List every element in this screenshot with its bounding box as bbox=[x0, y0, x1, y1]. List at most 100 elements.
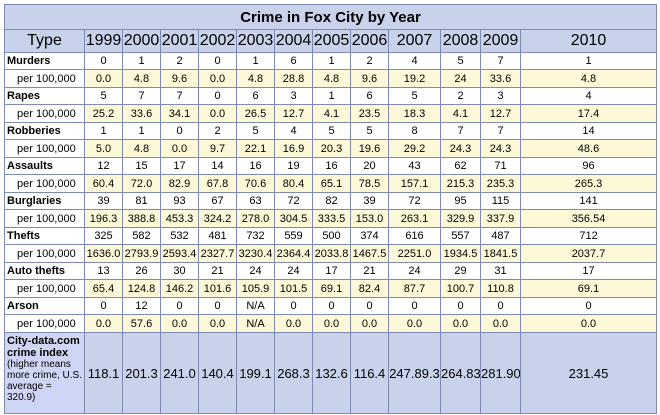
crime-count-row: Assaults 12 15 17 14 16 19 16 20 43 62 71 96 bbox=[4, 157, 658, 175]
rate-cell: 0.0 bbox=[84, 69, 123, 88]
crime-index-value: 116.4 bbox=[350, 332, 389, 414]
rate-label: per 100,000 bbox=[4, 69, 85, 88]
rate-cell: 2593.4 bbox=[160, 244, 199, 263]
count-cell: 616 bbox=[388, 227, 441, 245]
count-cell: 16 bbox=[312, 157, 351, 175]
count-cell: 5 bbox=[236, 122, 275, 140]
crime-type-label: Thefts bbox=[4, 227, 85, 245]
count-cell: 71 bbox=[480, 157, 521, 175]
year-header: 2006 bbox=[350, 29, 389, 53]
count-cell: 0 bbox=[480, 297, 521, 315]
rate-cell: 24.3 bbox=[440, 139, 481, 158]
rate-cell: 4.1 bbox=[312, 104, 351, 123]
count-cell: 559 bbox=[274, 227, 313, 245]
count-cell: 63 bbox=[236, 192, 275, 210]
rate-cell: 101.6 bbox=[198, 279, 237, 298]
crime-index-value: 132.6 bbox=[312, 332, 351, 414]
count-cell: 14 bbox=[198, 157, 237, 175]
rate-cell: 215.3 bbox=[440, 174, 481, 193]
rate-cell: 0.0 bbox=[274, 314, 313, 333]
rate-cell: 329.9 bbox=[440, 209, 481, 228]
rate-cell: N/A bbox=[236, 314, 275, 333]
rate-cell: 2037.7 bbox=[519, 244, 658, 263]
crime-count-row: Rapes 5 7 7 0 6 3 1 6 5 2 3 4 bbox=[4, 87, 658, 105]
crime-type-label: Arson bbox=[4, 297, 85, 315]
count-cell: 0 bbox=[160, 297, 199, 315]
title-row: Crime in Fox City by Year bbox=[3, 4, 658, 30]
rate-cell: 16.9 bbox=[274, 139, 313, 158]
rate-cell: 23.5 bbox=[350, 104, 389, 123]
rate-cell: 69.1 bbox=[312, 279, 351, 298]
crime-rate-row: per 100,000 0.0 57.6 0.0 0.0 N/A 0.0 0.0 0.0 0.0 0… bbox=[4, 314, 658, 333]
count-cell: 582 bbox=[122, 227, 161, 245]
rate-cell: 265.3 bbox=[519, 174, 658, 193]
rate-cell: 0.0 bbox=[440, 314, 481, 333]
rate-cell: 69.1 bbox=[519, 279, 658, 298]
count-cell: 141 bbox=[519, 192, 658, 210]
rate-cell: 25.2 bbox=[84, 104, 123, 123]
rate-cell: 34.1 bbox=[160, 104, 199, 123]
count-cell: 2 bbox=[350, 52, 389, 70]
rate-cell: 72.0 bbox=[122, 174, 161, 193]
year-header: 2000 bbox=[122, 29, 161, 53]
rate-cell: 263.1 bbox=[388, 209, 441, 228]
rate-cell: 101.5 bbox=[274, 279, 313, 298]
rate-cell: 2251.0 bbox=[388, 244, 441, 263]
count-cell: 1 bbox=[236, 52, 275, 70]
crime-rate-row: per 100,000 65.4 124.8 146.2 101.6 105.9 101.5… bbox=[4, 279, 658, 298]
rate-cell: 146.2 bbox=[160, 279, 199, 298]
count-cell: 81 bbox=[122, 192, 161, 210]
count-cell: 15 bbox=[122, 157, 161, 175]
year-header: 2002 bbox=[198, 29, 237, 53]
count-cell: 1 bbox=[122, 122, 161, 140]
crime-type-label: Burglaries bbox=[4, 192, 85, 210]
count-cell: 4 bbox=[388, 52, 441, 70]
rate-cell: 4.1 bbox=[440, 104, 481, 123]
count-cell: 12 bbox=[84, 157, 123, 175]
crime-table-container: Crime in Fox City by Year Type 1999 2000 2… bbox=[3, 4, 658, 414]
count-cell: 374 bbox=[350, 227, 389, 245]
count-cell: 325 bbox=[84, 227, 123, 245]
rate-cell: 67.8 bbox=[198, 174, 237, 193]
count-cell: 0 bbox=[350, 297, 389, 315]
rate-label: per 100,000 bbox=[4, 314, 85, 333]
count-cell: 7 bbox=[480, 122, 521, 140]
year-header: 2004 bbox=[274, 29, 313, 53]
count-cell: 1 bbox=[122, 52, 161, 70]
rate-cell: 0.0 bbox=[198, 69, 237, 88]
count-cell: 2 bbox=[198, 122, 237, 140]
rate-cell: 9.7 bbox=[198, 139, 237, 158]
crime-rate-row: per 100,000 5.0 4.8 0.0 9.7 22.1 16.9 20.3 19.6 2… bbox=[4, 139, 658, 158]
count-cell: 30 bbox=[160, 262, 199, 280]
rate-cell: 453.3 bbox=[160, 209, 199, 228]
count-cell: 532 bbox=[160, 227, 199, 245]
count-cell: 1 bbox=[84, 122, 123, 140]
count-cell: 2 bbox=[440, 87, 481, 105]
crime-index-value: 231.45 bbox=[519, 332, 658, 414]
rate-cell: 33.6 bbox=[480, 69, 521, 88]
rate-cell: 0.0 bbox=[198, 314, 237, 333]
count-cell: 0 bbox=[312, 297, 351, 315]
crime-type-label: Assaults bbox=[4, 157, 85, 175]
rate-cell: 100.7 bbox=[440, 279, 481, 298]
rate-cell: 324.2 bbox=[198, 209, 237, 228]
rate-cell: 12.7 bbox=[480, 104, 521, 123]
count-cell: 0 bbox=[440, 297, 481, 315]
count-cell: 16 bbox=[236, 157, 275, 175]
count-cell: 67 bbox=[198, 192, 237, 210]
rate-cell: 82.4 bbox=[350, 279, 389, 298]
rate-cell: 304.5 bbox=[274, 209, 313, 228]
year-header: 2001 bbox=[160, 29, 199, 53]
count-cell: 3 bbox=[480, 87, 521, 105]
count-cell: 24 bbox=[388, 262, 441, 280]
crime-rate-row: per 100,000 60.4 72.0 82.9 67.8 70.6 80.4 65.1 7… bbox=[4, 174, 658, 193]
rate-cell: 2327.7 bbox=[198, 244, 237, 263]
count-cell: 5 bbox=[84, 87, 123, 105]
crime-count-row: Auto thefts 13 26 30 21 24 24 17 21 24 29 31 17 bbox=[4, 262, 658, 280]
rate-cell: 0.0 bbox=[312, 314, 351, 333]
count-cell: 1 bbox=[312, 52, 351, 70]
crime-count-row: Murders 0 1 2 0 1 6 1 2 4 5 7 1 bbox=[4, 52, 658, 70]
count-cell: 1 bbox=[312, 87, 351, 105]
count-cell: 13 bbox=[84, 262, 123, 280]
crime-table: Crime in Fox City by Year Type 1999 2000 2… bbox=[3, 4, 658, 414]
